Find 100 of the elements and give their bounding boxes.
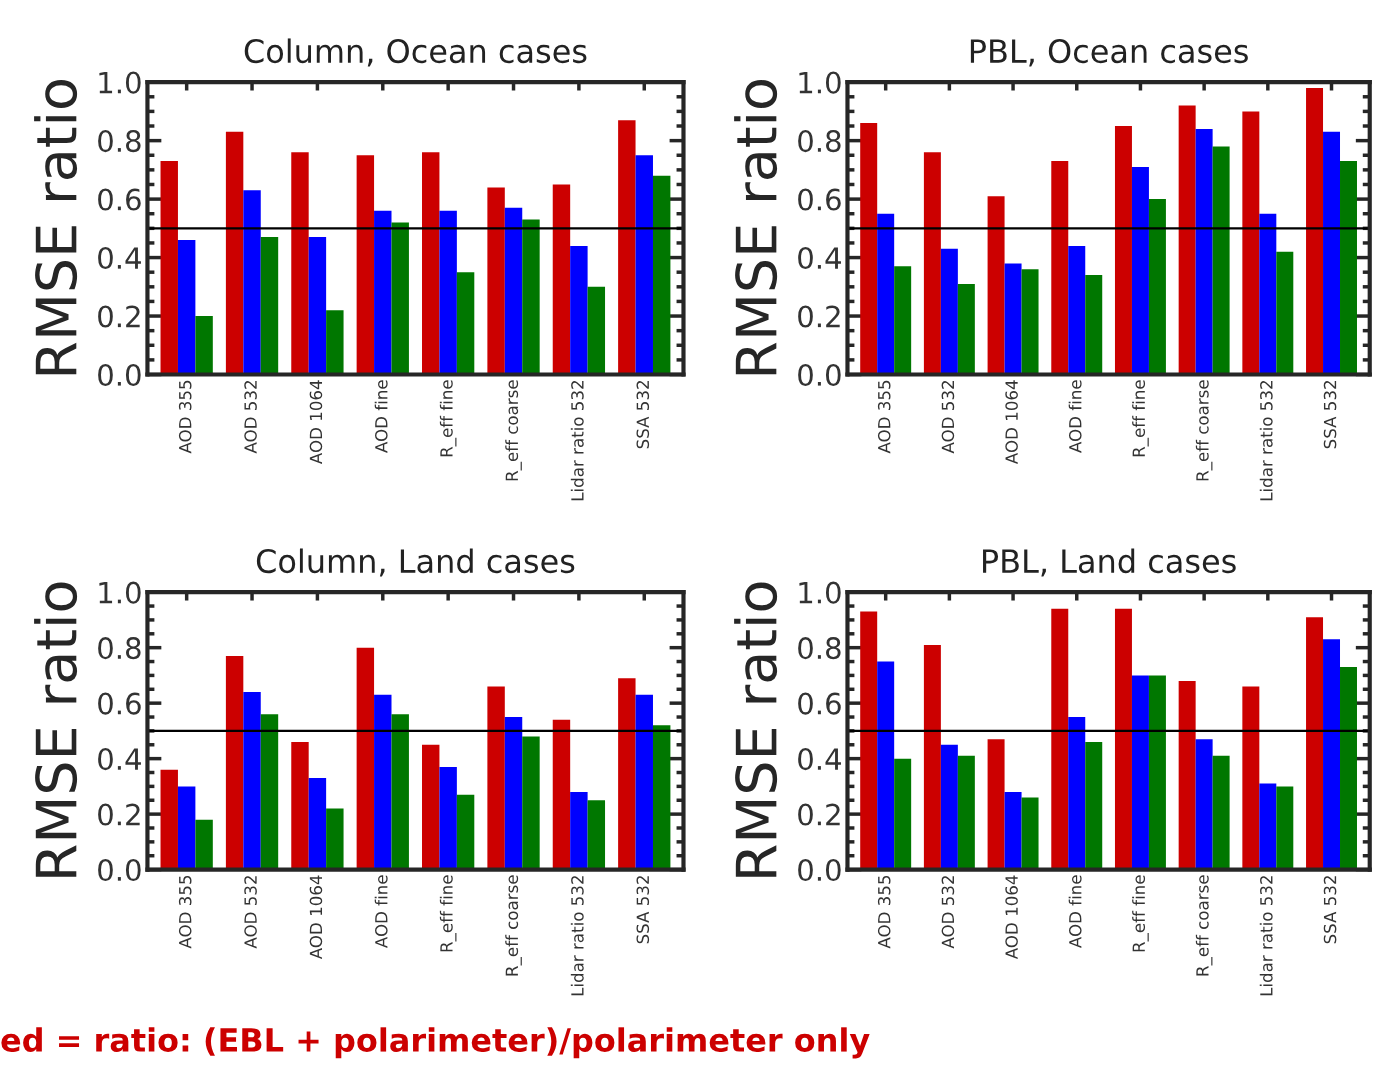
y-tick-label: 1.0	[99, 71, 141, 94]
x-tick-label: SSA 532	[636, 381, 650, 449]
bar	[860, 123, 878, 375]
bar	[1068, 717, 1086, 870]
chart-title: Column, Land cases	[256, 548, 575, 577]
x-tick-label: AOD fine	[1068, 875, 1082, 949]
bar	[1131, 675, 1149, 870]
bar	[1148, 675, 1166, 870]
bar	[422, 744, 440, 870]
x-tick-label: SSA 532	[1323, 381, 1337, 449]
bar	[356, 647, 375, 870]
x-tick-label: AOD 532	[941, 381, 955, 454]
bar	[195, 819, 213, 870]
y-tick-label: 0.2	[798, 305, 840, 328]
bar	[439, 766, 457, 870]
bar	[308, 778, 327, 870]
bar	[987, 196, 1005, 375]
bar	[504, 207, 523, 375]
bar	[1340, 667, 1357, 870]
y-tick-label: 0.6	[98, 692, 141, 715]
y-tick-label: 0.8	[798, 637, 841, 660]
x-tick-label: R_eff fine	[1132, 875, 1149, 952]
x-tick-label: R_eff coarse	[505, 875, 522, 976]
bar	[225, 131, 244, 375]
x-tick-label: AOD 532	[244, 381, 257, 454]
bar	[260, 237, 279, 375]
bar	[1195, 739, 1213, 870]
bar	[177, 786, 196, 870]
bar	[391, 222, 409, 375]
bar	[570, 791, 588, 870]
bar	[894, 266, 912, 375]
bar	[374, 694, 392, 870]
y-tick-label: 0.8	[98, 637, 141, 660]
y-tick-label: 0.6	[798, 188, 841, 211]
bar	[225, 655, 244, 870]
y-tick-label: 0.8	[798, 130, 841, 153]
x-tick-label: AOD 355	[178, 380, 192, 454]
y-tick-label: 0.0	[98, 859, 141, 882]
bar	[1195, 128, 1213, 375]
x-tick-label: Lidar ratio 532	[1259, 876, 1273, 996]
bar	[1085, 741, 1103, 870]
y-tick-label: 1.0	[99, 581, 141, 604]
bar	[1323, 131, 1341, 375]
x-tick-label: AOD 355	[877, 875, 891, 949]
y-tick-label: 0.6	[798, 692, 841, 715]
bar	[1340, 161, 1357, 375]
bar	[177, 240, 196, 375]
bar	[1114, 608, 1132, 870]
bar	[860, 611, 878, 870]
y-tick-label: 0.2	[98, 305, 140, 328]
bar	[422, 152, 440, 375]
y-tick-label: 0.8	[98, 130, 141, 153]
bar	[487, 187, 505, 375]
bar	[1306, 617, 1324, 870]
x-tick-label: R_eff coarse	[1195, 380, 1213, 481]
bar	[1212, 755, 1230, 870]
y-tick-label: 0.2	[798, 803, 840, 826]
bar	[1242, 686, 1260, 870]
bar	[1051, 608, 1069, 870]
bar	[326, 310, 344, 375]
bar	[1148, 199, 1166, 375]
bar	[1306, 88, 1324, 375]
bar	[1276, 251, 1294, 375]
bar	[940, 744, 958, 870]
bar	[1178, 680, 1196, 870]
x-tick-label: R_eff fine	[439, 875, 457, 952]
bar	[1242, 111, 1260, 375]
bar	[1212, 146, 1230, 375]
chart-title: Column, Ocean cases	[244, 38, 587, 67]
bar	[195, 316, 213, 375]
bar	[391, 714, 409, 870]
bar	[1051, 161, 1069, 375]
bar	[587, 800, 606, 870]
bar	[243, 190, 261, 375]
y-axis-title: RMSE ratio	[734, 80, 778, 375]
y-tick-label: 0.0	[798, 859, 841, 882]
bar	[552, 719, 571, 870]
bar	[877, 661, 895, 870]
bar	[1085, 275, 1103, 375]
x-tick-label: Lidar ratio 532	[570, 381, 584, 501]
bar	[987, 739, 1005, 870]
y-tick-label: 0.2	[98, 803, 140, 826]
x-tick-label: AOD 1064	[309, 380, 323, 465]
bar	[1021, 797, 1039, 870]
bar	[1114, 126, 1132, 375]
bar	[618, 678, 636, 870]
x-tick-label: Lidar ratio 532	[570, 876, 584, 996]
bar	[1004, 263, 1022, 375]
x-tick-label: R_eff fine	[1132, 380, 1149, 457]
y-tick-label: 1.0	[799, 71, 841, 94]
x-tick-label: AOD 1064	[1005, 380, 1018, 465]
bar	[1021, 269, 1039, 375]
bar	[1259, 213, 1277, 375]
y-tick-label: 0.4	[798, 748, 841, 771]
chart-title: PBL, Land cases	[983, 548, 1236, 577]
y-tick-label: 0.4	[98, 247, 141, 270]
bar	[877, 213, 895, 375]
bar	[1004, 791, 1022, 870]
bar	[652, 725, 671, 870]
y-axis-title: RMSE ratio	[34, 80, 78, 375]
